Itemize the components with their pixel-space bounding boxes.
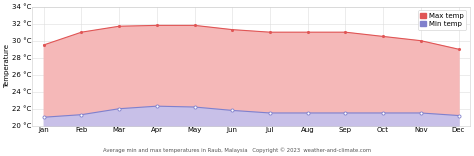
Point <box>266 31 274 33</box>
Point <box>115 25 123 27</box>
Point <box>228 109 236 112</box>
Point <box>191 24 199 27</box>
Point <box>40 44 47 46</box>
Point <box>455 48 462 50</box>
Y-axis label: Temperature: Temperature <box>4 44 10 88</box>
Point <box>304 31 311 33</box>
Point <box>379 35 387 38</box>
Point <box>379 112 387 114</box>
Point <box>304 112 311 114</box>
Point <box>153 105 161 107</box>
Point <box>417 112 425 114</box>
Point <box>455 114 462 117</box>
Point <box>191 106 199 108</box>
Point <box>78 113 85 116</box>
Point <box>228 28 236 31</box>
Text: Average min and max temperatures in Raub, Malaysia   Copyright © 2023  weather-a: Average min and max temperatures in Raub… <box>103 147 371 153</box>
Point <box>115 107 123 110</box>
Point <box>78 31 85 33</box>
Point <box>40 116 47 118</box>
Point <box>342 31 349 33</box>
Point <box>417 39 425 42</box>
Point <box>342 112 349 114</box>
Legend: Max temp, Min temp: Max temp, Min temp <box>418 10 466 30</box>
Point <box>266 112 274 114</box>
Point <box>153 24 161 27</box>
